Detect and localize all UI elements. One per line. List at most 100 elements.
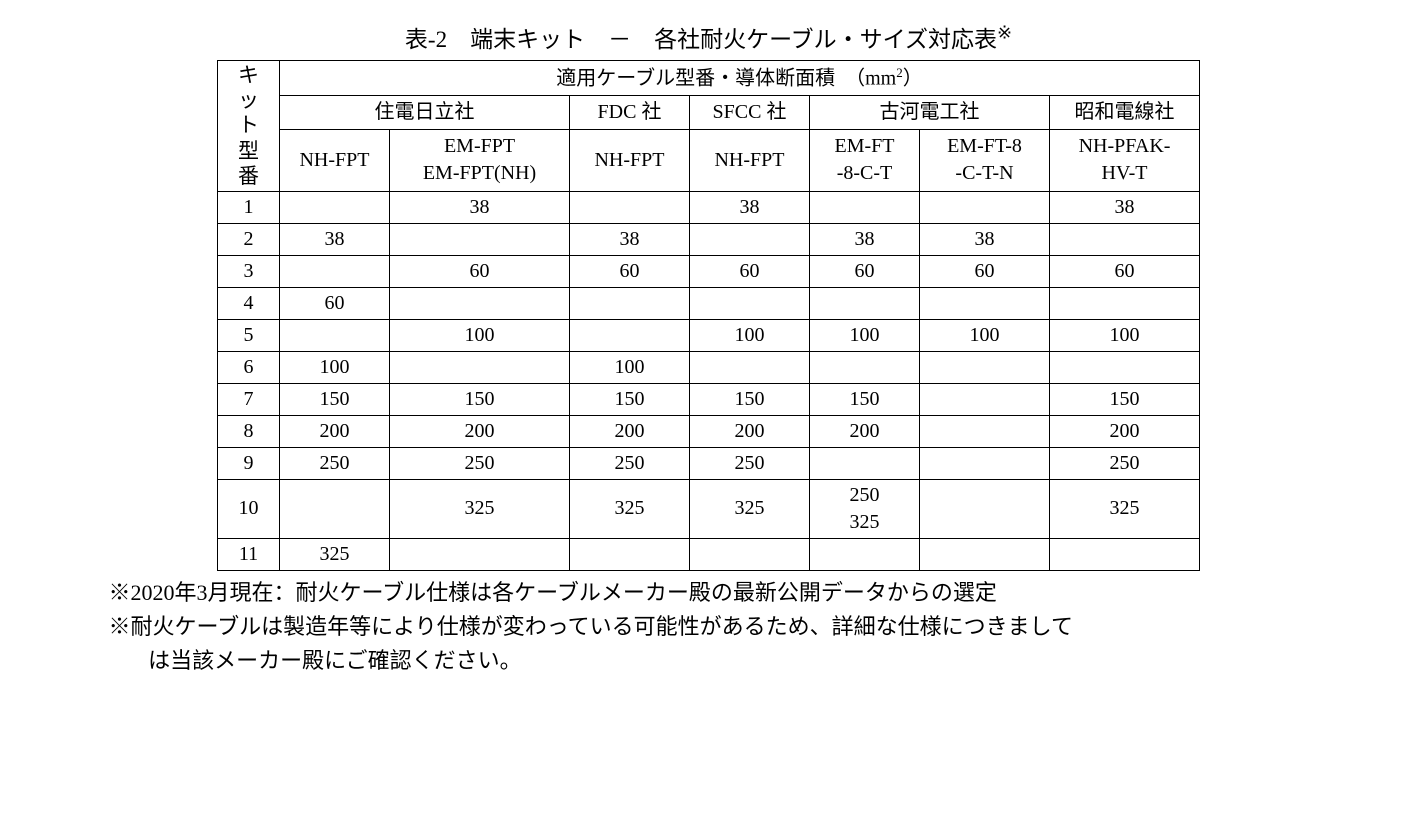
maker-sfcc: SFCC 社 — [690, 96, 810, 130]
table-row: 238383838 — [218, 223, 1200, 255]
table-cell: 60 — [390, 255, 570, 287]
table-cell: 9 — [218, 447, 280, 479]
table-cell: 100 — [920, 319, 1050, 351]
table-cell: 60 — [280, 287, 390, 319]
table-cell: 8 — [218, 415, 280, 447]
table-cell: 38 — [280, 223, 390, 255]
table-cell: 150 — [690, 383, 810, 415]
table-cell — [280, 319, 390, 351]
table-cell — [280, 479, 390, 538]
table-cell — [810, 287, 920, 319]
table-cell: 38 — [390, 191, 570, 223]
table-cell: 150 — [390, 383, 570, 415]
table-cell: 38 — [810, 223, 920, 255]
kit-model-header: キ ッ ト 型 番 — [218, 61, 280, 192]
table-cell: 100 — [690, 319, 810, 351]
maker-sumiden: 住電日立社 — [280, 96, 570, 130]
table-header-row-2: 住電日立社 FDC 社 SFCC 社 古河電工社 昭和電線社 — [218, 96, 1200, 130]
table-cell: 60 — [570, 255, 690, 287]
table-cell: 150 — [810, 383, 920, 415]
table-cell — [920, 479, 1050, 538]
table-cell — [390, 223, 570, 255]
table-cell: 100 — [570, 351, 690, 383]
table-title: 表-2 端末キット － 各社耐火ケーブル・サイズ対応表※ — [60, 20, 1357, 54]
model-a: NH-FPT — [280, 129, 390, 191]
table-cell: 200 — [690, 415, 810, 447]
maker-fdc: FDC 社 — [570, 96, 690, 130]
table-cell: 150 — [280, 383, 390, 415]
footnote-1: ※2020年3月現在：耐火ケーブル仕様は各ケーブルメーカー殿の最新公開データから… — [109, 577, 1309, 609]
footnote-2-line2: は当該メーカー殿にご確認ください。 — [109, 645, 1309, 677]
table-cell: 38 — [690, 191, 810, 223]
table-cell: 200 — [810, 415, 920, 447]
table-cell: 325 — [690, 479, 810, 538]
table-cell — [810, 447, 920, 479]
table-cell — [390, 287, 570, 319]
table-cell: 60 — [1050, 255, 1200, 287]
table-row: 7150150150150150150 — [218, 383, 1200, 415]
model-c: NH-FPT — [570, 129, 690, 191]
table-cell — [920, 538, 1050, 570]
table-row: 10325325325250325325 — [218, 479, 1200, 538]
model-d: NH-FPT — [690, 129, 810, 191]
model-e: EM-FT -8-C-T — [810, 129, 920, 191]
table-cell: 11 — [218, 538, 280, 570]
model-g: NH-PFAK- HV-T — [1050, 129, 1200, 191]
table-cell: 60 — [920, 255, 1050, 287]
table-cell — [570, 191, 690, 223]
table-cell — [690, 351, 810, 383]
table-cell — [690, 538, 810, 570]
table-cell: 200 — [390, 415, 570, 447]
table-cell: 250325 — [810, 479, 920, 538]
table-cell: 2 — [218, 223, 280, 255]
table-row: 11325 — [218, 538, 1200, 570]
table-cell — [570, 319, 690, 351]
table-cell: 38 — [1050, 191, 1200, 223]
table-cell: 250 — [1050, 447, 1200, 479]
maker-showa: 昭和電線社 — [1050, 96, 1200, 130]
table-cell: 7 — [218, 383, 280, 415]
table-cell: 38 — [920, 223, 1050, 255]
table-cell — [390, 538, 570, 570]
kit-model-label: キ ッ ト 型 番 — [224, 63, 273, 189]
table-cell — [920, 383, 1050, 415]
table-cell — [690, 287, 810, 319]
table-cell: 150 — [1050, 383, 1200, 415]
table-row: 8200200200200200200 — [218, 415, 1200, 447]
table-cell — [920, 415, 1050, 447]
table-cell — [1050, 287, 1200, 319]
table-row: 6100100 — [218, 351, 1200, 383]
table-cell: 325 — [1050, 479, 1200, 538]
table-cell: 100 — [280, 351, 390, 383]
model-f: EM-FT-8 -C-T-N — [920, 129, 1050, 191]
table-cell: 325 — [390, 479, 570, 538]
table-cell — [810, 351, 920, 383]
applicable-cable-header: 適用ケーブル型番・導体断面積 （mm2） — [280, 61, 1200, 96]
compatibility-table: キ ッ ト 型 番 適用ケーブル型番・導体断面積 （mm2） 住電日立社 FDC… — [217, 60, 1200, 571]
table-cell — [1050, 223, 1200, 255]
table-cell: 150 — [570, 383, 690, 415]
table-cell — [690, 223, 810, 255]
table-cell — [1050, 351, 1200, 383]
table-row: 460 — [218, 287, 1200, 319]
table-cell: 10 — [218, 479, 280, 538]
table-cell: 100 — [1050, 319, 1200, 351]
table-cell — [570, 287, 690, 319]
table-cell: 100 — [390, 319, 570, 351]
table-cell — [570, 538, 690, 570]
model-b: EM-FPT EM-FPT(NH) — [390, 129, 570, 191]
table-cell — [1050, 538, 1200, 570]
table-cell: 3 — [218, 255, 280, 287]
table-cell: 6 — [218, 351, 280, 383]
table-row: 3606060606060 — [218, 255, 1200, 287]
table-cell: 250 — [690, 447, 810, 479]
table-cell: 200 — [1050, 415, 1200, 447]
table-cell: 325 — [570, 479, 690, 538]
table-header-row-1: キ ッ ト 型 番 適用ケーブル型番・導体断面積 （mm2） — [218, 61, 1200, 96]
table-cell — [920, 191, 1050, 223]
footnotes: ※2020年3月現在：耐火ケーブル仕様は各ケーブルメーカー殿の最新公開データから… — [109, 577, 1309, 677]
table-cell: 250 — [280, 447, 390, 479]
table-cell — [810, 191, 920, 223]
table-cell — [280, 255, 390, 287]
footnote-2-line1: ※耐火ケーブルは製造年等により仕様が変わっている可能性があるため、詳細な仕様につ… — [109, 611, 1309, 643]
